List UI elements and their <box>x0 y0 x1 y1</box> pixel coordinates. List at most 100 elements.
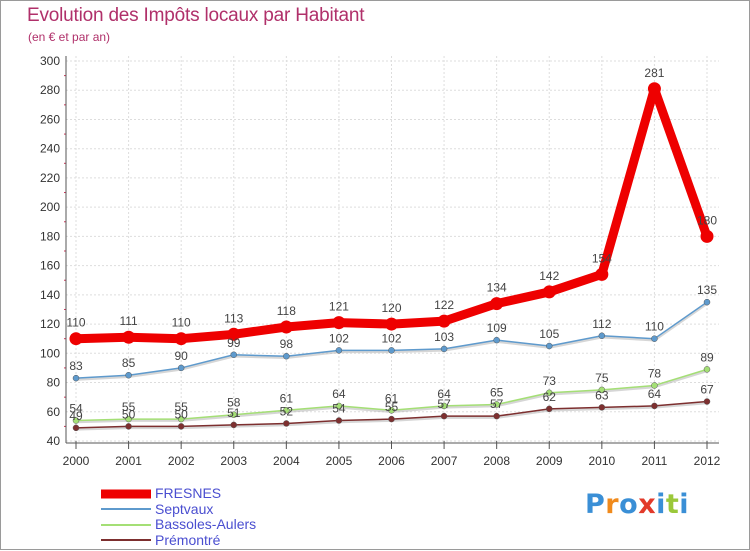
data-label-septvaux: 109 <box>487 321 507 335</box>
data-point-bassoles-aulers <box>283 407 290 414</box>
data-point-fresnes <box>332 316 346 330</box>
data-point-bassoles-aulers <box>335 402 343 410</box>
data-label-fresnes: 121 <box>329 300 349 314</box>
data-point-fresnes <box>69 332 83 346</box>
data-label-septvaux: 112 <box>592 317 611 331</box>
legend-item: Bassoles-Aulers <box>101 516 321 533</box>
data-point-fresnes <box>647 82 661 96</box>
data-label-fresnes: 110 <box>66 316 85 330</box>
data-point-pr-montr- <box>230 421 237 429</box>
data-point-bassoles-aulers <box>651 382 658 389</box>
data-label-fresnes: 180 <box>697 213 717 227</box>
data-label-pr-montr-: 57 <box>437 397 451 411</box>
data-point-fresnes <box>385 317 398 331</box>
data-label-pr-montr-: 57 <box>490 397 504 411</box>
data-label-septvaux: 110 <box>645 320 664 334</box>
y-tick-label: 60 <box>47 405 61 419</box>
data-label-septvaux: 105 <box>539 327 559 341</box>
x-tick-label: 2010 <box>588 454 615 468</box>
data-point-septvaux <box>651 335 658 342</box>
data-point-septvaux <box>388 347 395 354</box>
data-label-pr-montr-: 54 <box>332 402 346 416</box>
data-label-pr-montr-: 55 <box>385 400 399 414</box>
data-label-fresnes: 110 <box>172 316 191 330</box>
data-label-septvaux: 90 <box>174 349 188 363</box>
data-label-fresnes: 154 <box>592 251 612 265</box>
data-label-septvaux: 83 <box>69 359 83 373</box>
y-tick-label: 260 <box>40 112 60 126</box>
data-point-pr-montr- <box>493 412 500 420</box>
data-label-pr-montr-: 67 <box>700 383 714 397</box>
data-point-septvaux <box>598 332 606 340</box>
data-point-bassoles-aulers <box>72 417 80 424</box>
data-label-bassoles-aulers: 61 <box>280 391 294 405</box>
y-tick-label: 120 <box>40 317 60 331</box>
legend-swatch <box>101 523 151 526</box>
data-label-fresnes: 134 <box>487 281 507 295</box>
y-tick-label: 200 <box>40 200 60 214</box>
data-label-bassoles-aulers: 75 <box>595 371 609 385</box>
y-tick-label: 180 <box>40 229 60 243</box>
data-point-pr-montr- <box>72 424 80 432</box>
x-tick-label: 2012 <box>694 454 721 468</box>
data-point-pr-montr- <box>335 417 343 424</box>
data-point-bassoles-aulers <box>546 389 553 397</box>
chart-subtitle: (en € et par an) <box>28 30 111 44</box>
data-label-bassoles-aulers: 55 <box>174 400 188 414</box>
data-label-pr-montr-: 51 <box>227 406 241 420</box>
data-label-bassoles-aulers: 58 <box>227 396 241 410</box>
y-tick-label: 80 <box>47 376 61 390</box>
x-tick-label: 2001 <box>115 454 142 468</box>
data-point-fresnes <box>437 314 451 328</box>
data-point-bassoles-aulers <box>440 402 448 410</box>
y-tick-label: 240 <box>40 142 60 156</box>
data-point-pr-montr- <box>703 398 711 405</box>
data-label-fresnes: 118 <box>277 304 296 318</box>
data-point-pr-montr- <box>546 405 553 413</box>
x-tick-label: 2008 <box>483 454 510 468</box>
y-tick-label: 140 <box>40 288 60 302</box>
data-point-pr-montr- <box>651 402 658 410</box>
data-label-fresnes: 113 <box>224 311 243 325</box>
data-label-bassoles-aulers: 78 <box>648 366 662 380</box>
data-label-fresnes: 142 <box>539 269 559 283</box>
proxiti-logo: Proxiti <box>585 489 690 520</box>
data-label-pr-montr-: 49 <box>69 409 83 423</box>
x-tick-label: 2005 <box>326 454 353 468</box>
data-point-septvaux <box>440 345 448 353</box>
data-point-bassoles-aulers <box>177 415 185 423</box>
y-tick-label: 300 <box>40 54 60 68</box>
x-tick-label: 2009 <box>536 454 563 468</box>
data-point-fresnes <box>174 332 188 346</box>
data-point-septvaux <box>546 342 553 350</box>
data-label-septvaux: 103 <box>434 330 454 344</box>
data-label-bassoles-aulers: 64 <box>437 387 451 401</box>
x-tick-label: 2000 <box>63 454 90 468</box>
data-label-septvaux: 102 <box>381 331 401 345</box>
data-point-septvaux <box>283 352 290 360</box>
data-point-fresnes <box>595 267 609 281</box>
data-point-bassoles-aulers <box>230 411 237 418</box>
data-label-fresnes: 122 <box>434 298 454 312</box>
data-point-bassoles-aulers <box>703 366 711 373</box>
data-point-septvaux <box>703 298 711 306</box>
y-tick-label: 160 <box>40 259 60 273</box>
data-label-pr-montr-: 50 <box>174 407 188 421</box>
data-label-bassoles-aulers: 73 <box>543 374 557 388</box>
data-point-fresnes <box>227 327 241 341</box>
data-label-septvaux: 102 <box>329 331 349 345</box>
x-tick-label: 2004 <box>273 454 300 468</box>
legend-label: FRESNES <box>155 485 222 501</box>
legend-item: Septvaux <box>101 501 321 518</box>
data-label-septvaux: 135 <box>697 283 717 297</box>
data-point-fresnes <box>542 285 556 299</box>
data-label-bassoles-aulers: 61 <box>385 391 399 405</box>
data-label-pr-montr-: 64 <box>648 387 662 401</box>
legend-item: Prémontré <box>101 532 321 549</box>
data-point-septvaux <box>72 374 80 382</box>
x-tick-label: 2002 <box>168 454 195 468</box>
data-label-pr-montr-: 52 <box>280 404 294 418</box>
data-point-septvaux <box>177 364 185 372</box>
data-point-pr-montr- <box>440 412 448 420</box>
